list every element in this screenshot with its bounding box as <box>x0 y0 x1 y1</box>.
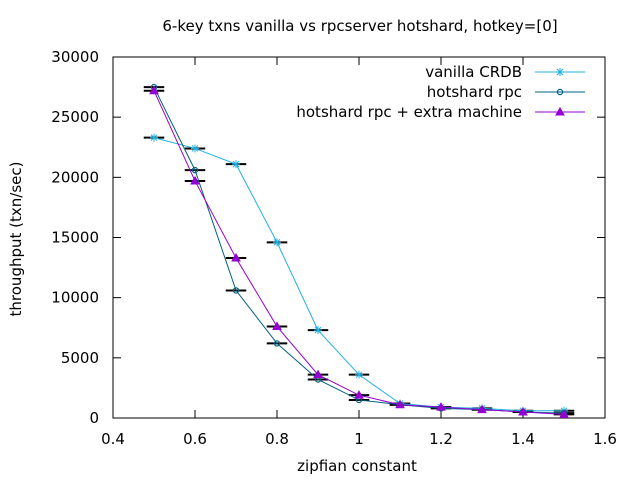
data-point-triangle <box>313 369 323 379</box>
x-tick-label: 1.2 <box>429 430 453 448</box>
x-tick-label: 1.4 <box>511 430 535 448</box>
data-point-star <box>556 68 564 76</box>
data-point-triangle <box>436 402 446 411</box>
series-line <box>153 90 565 415</box>
data-point-triangle <box>190 175 200 185</box>
legend-item: hotshard rpc <box>427 83 585 101</box>
data-point-circle <box>191 166 199 174</box>
legend-label: hotshard rpc + extra machine <box>296 103 522 121</box>
data-point-circle <box>232 287 240 294</box>
star-stroke <box>232 160 240 168</box>
data-point-triangle <box>272 321 282 331</box>
data-point-star <box>150 133 158 142</box>
x-tick-label: 0.4 <box>101 430 125 448</box>
chart-title: 6-key txns vanilla vs rpcserver hotshard… <box>162 17 557 35</box>
star-stroke <box>191 145 199 152</box>
data-point-circle <box>556 88 564 96</box>
star-stroke <box>150 134 158 141</box>
x-tick-label: 0.6 <box>183 430 207 448</box>
data-point-star <box>191 144 199 153</box>
legend-label: vanilla CRDB <box>425 63 522 81</box>
data-point-star <box>355 370 363 379</box>
tick-labels: 0.4 0.6 0.8 1 1.2 1.4 1.6 0 5000 10000 15000 20000 2… <box>51 48 617 448</box>
series-group <box>143 83 575 418</box>
y-tick-label: 10000 <box>51 289 99 307</box>
y-tick-label: 30000 <box>51 48 99 66</box>
y-tick-label: 5000 <box>61 349 99 367</box>
data-point-star <box>273 238 281 247</box>
x-tick-label: 1.6 <box>593 430 617 448</box>
data-point-triangle <box>518 406 528 416</box>
y-tick-label: 15000 <box>51 229 99 247</box>
y-tick-label: 0 <box>89 409 99 427</box>
data-point-triangle <box>354 390 364 399</box>
legend-item: vanilla CRDB <box>425 63 585 81</box>
y-axis-label: throughput (txn/sec) <box>7 162 25 317</box>
data-point-triangle <box>395 399 405 409</box>
data-point-circle <box>273 340 281 347</box>
data-point-star <box>314 326 322 335</box>
star-stroke <box>355 371 363 379</box>
y-tick-label: 25000 <box>51 108 99 126</box>
series-2 <box>150 83 568 417</box>
data-point-triangle <box>149 85 159 95</box>
star-stroke <box>314 326 322 334</box>
y-tick-label: 20000 <box>51 168 99 186</box>
data-point-triangle <box>231 252 241 262</box>
data-point-triangle <box>477 404 487 414</box>
star-stroke <box>273 238 281 246</box>
data-point-triangle <box>555 106 565 116</box>
series-1 <box>150 133 568 415</box>
series-3 <box>149 85 569 418</box>
x-axis-label: zipfian constant <box>297 457 417 475</box>
legend-item: hotshard rpc + extra machine <box>296 103 585 121</box>
legend-label: hotshard rpc <box>427 83 522 101</box>
data-point-star <box>232 160 240 169</box>
series-line <box>153 86 565 414</box>
data-point-triangle <box>559 409 569 418</box>
tick-marks <box>112 56 606 419</box>
series-line <box>153 137 564 412</box>
x-tick-label: 1 <box>354 430 364 448</box>
legend: vanilla CRDB hotshard rpc hotshard rpc + e… <box>296 63 585 121</box>
star-stroke <box>556 68 564 76</box>
x-tick-label: 0.8 <box>265 430 289 448</box>
